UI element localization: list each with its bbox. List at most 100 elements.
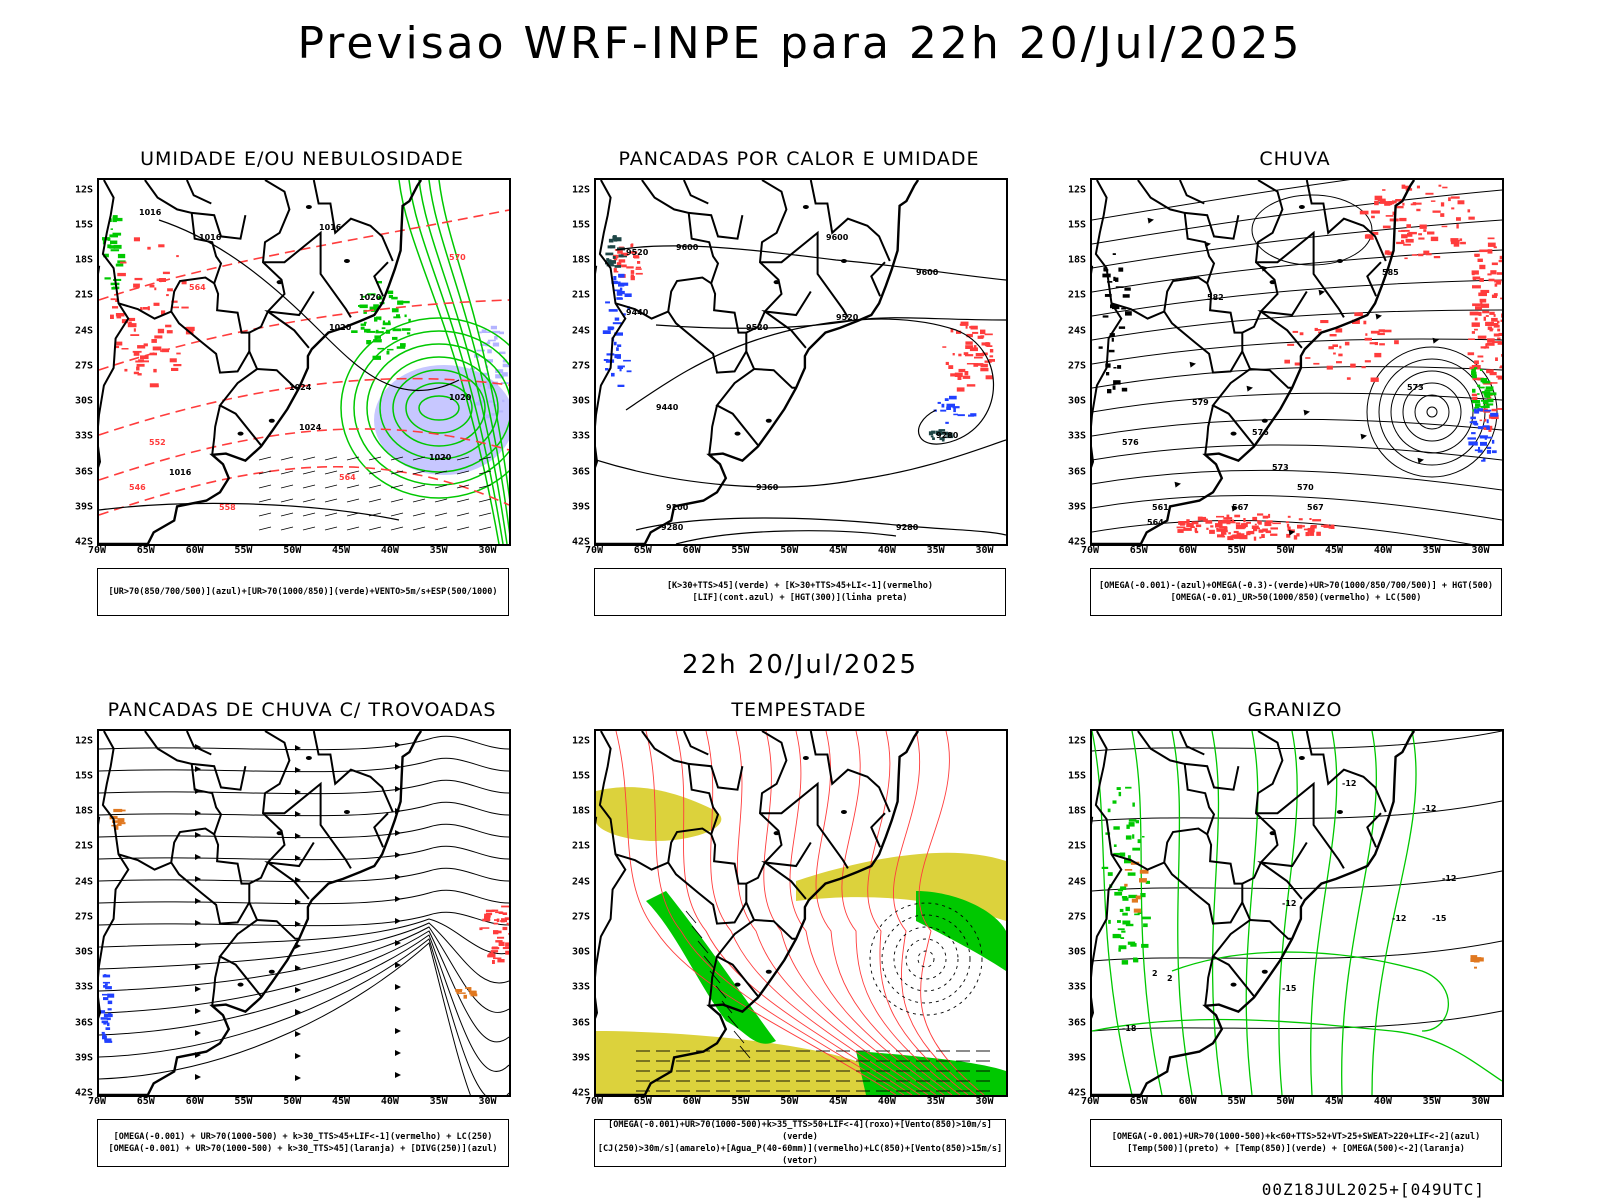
humidity-high-area	[487, 341, 491, 345]
wind-vector	[280, 470, 294, 475]
rain-red-area	[1226, 517, 1233, 520]
thickness-red-area	[167, 288, 173, 292]
humidity-low-area	[109, 234, 118, 238]
lat-axis-granizo: 12S 15S 18S 21S 24S 27S 30S 33S 36S 39S 42S	[1050, 729, 1086, 1098]
humidity-low-contour	[405, 382, 473, 434]
contour-label: 561	[1152, 503, 1169, 512]
wind-vector	[478, 512, 492, 517]
country-border	[118, 827, 215, 871]
lat-tick-label: 24S	[74, 876, 93, 888]
legend-line: [OMEGA(-0.001)+UR>70(1000-500)+k>35_TTS>…	[608, 1120, 992, 1142]
legend-line: [UR>70(850/700/500)](azul)+[UR>70(1000/8…	[108, 587, 498, 597]
rain-red-area	[1310, 525, 1317, 527]
rain-red-area	[1493, 324, 1500, 328]
country-border	[754, 368, 797, 389]
streamline-arrow	[1174, 481, 1181, 488]
rain-green-area	[1479, 369, 1483, 371]
country-border	[682, 180, 709, 205]
temp850-contour	[1122, 912, 1128, 916]
rain-green-area	[1477, 393, 1480, 395]
humidity-low-area	[382, 320, 386, 323]
thickness-red-area	[115, 298, 118, 302]
lat-tick-label: 21S	[74, 840, 93, 852]
rain-red-area	[1477, 258, 1483, 262]
humidity-high-area	[486, 380, 492, 385]
country-border	[761, 841, 812, 900]
instability-area	[966, 384, 976, 387]
rain-red-area	[1247, 530, 1255, 535]
lat-tick-label: 36S	[74, 466, 93, 478]
country-border	[615, 827, 712, 871]
hgt500-streamline	[1390, 370, 1474, 454]
streamline-arrow	[195, 898, 201, 904]
streamline-arrow	[295, 899, 301, 905]
humidity-low-area	[366, 340, 372, 345]
country-border	[745, 731, 788, 885]
country-border	[688, 762, 744, 791]
humidity-high-area	[495, 369, 504, 373]
hgt500-streamline	[1092, 180, 1351, 221]
rain-red-area	[1307, 527, 1315, 533]
rain-green-area	[1471, 370, 1474, 376]
divg250-area	[102, 1035, 107, 1040]
country-border	[185, 731, 212, 756]
contour-label: 1016	[319, 223, 342, 232]
thickness-red-area	[169, 358, 177, 363]
rain-red-area	[1489, 311, 1495, 315]
country-border	[1250, 919, 1293, 940]
lc500-contour	[1118, 267, 1124, 272]
rain-red-area	[1412, 202, 1417, 205]
rain-red-area	[1498, 332, 1502, 336]
instability-area	[972, 331, 979, 334]
temp850-contour	[1128, 894, 1138, 899]
contour-label: 9280	[936, 431, 959, 440]
humidity-low-area	[381, 327, 386, 330]
contour-label: 576	[1122, 438, 1139, 447]
wind-vector	[434, 498, 448, 503]
rain-red-area	[1382, 329, 1392, 333]
country-border	[1111, 827, 1208, 871]
wind-vector	[258, 456, 272, 461]
humidity-high-area	[501, 372, 508, 377]
temp850-contour	[1121, 960, 1129, 965]
divg250-area	[103, 985, 107, 988]
divg250-area	[101, 1020, 109, 1024]
wind-vector	[478, 484, 492, 489]
wind-vector	[412, 470, 426, 475]
rain-red-area	[1335, 328, 1343, 333]
lake-mark	[765, 969, 772, 974]
rain-red-area	[1491, 414, 1499, 420]
humidity-low-area	[377, 347, 384, 350]
rain-red-area	[1480, 303, 1490, 308]
map-borders	[1092, 180, 1416, 544]
wind850-vector-ring	[893, 926, 959, 992]
humidity-high-area	[499, 351, 506, 355]
thickness-red-area	[152, 346, 162, 351]
lif-contour	[616, 297, 623, 300]
lat-tick-label: 33S	[74, 430, 93, 442]
wind-vector	[280, 512, 294, 517]
rain-red-area	[1177, 529, 1184, 533]
lon-tick-label: 40W	[1373, 1096, 1392, 1107]
temp850-contour	[1125, 923, 1134, 927]
contour-label: 1020	[359, 293, 382, 302]
thickness-red-area	[171, 306, 179, 309]
map-canvas-umidade: 1016101610161020102010241024102010201016…	[99, 180, 509, 544]
omega-orange-area	[1124, 883, 1128, 887]
rain-red-area	[1257, 520, 1260, 524]
humidity-low-area	[103, 253, 109, 258]
rain-red-area	[1487, 249, 1493, 254]
temp850-contour	[1341, 731, 1378, 1095]
temp850-contour	[1124, 858, 1132, 864]
country-border	[1137, 180, 1256, 448]
lat-tick-label: 12S	[74, 184, 93, 196]
rain-red-area	[1450, 239, 1460, 245]
rain-red-area	[1440, 213, 1445, 217]
panel-title-tempestade: TEMPESTADE	[731, 699, 867, 721]
wind-vector	[368, 484, 382, 489]
legend-box-granizo: [OMEGA(-0.001)+UR>70(1000-500)+k<60+TTS>…	[1090, 1119, 1502, 1167]
thickness-red-area	[151, 339, 157, 343]
streamline-arrow	[195, 964, 201, 970]
lat-tick-label: 21S	[1067, 289, 1086, 301]
lif-contour	[946, 403, 955, 408]
